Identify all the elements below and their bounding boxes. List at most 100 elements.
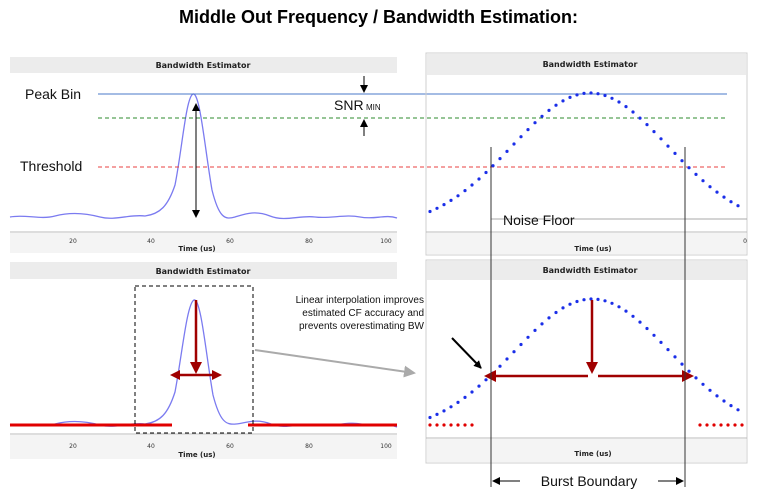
- peak-marker-head: [190, 362, 202, 374]
- spectrum-dot: [729, 404, 733, 408]
- zoom-arrow: [254, 349, 416, 378]
- annotation-line-3: prevents overestimating BW: [299, 321, 425, 332]
- spectrum-dot: [554, 310, 558, 315]
- spectrum-dot: [736, 408, 740, 412]
- spectrum-dot: [624, 105, 628, 109]
- spectrum-dot: [652, 130, 656, 134]
- panel-top-right: Bandwidth Estimator Time (us) 0 Noise Fl…: [425, 52, 748, 256]
- bw-marker-left-head: [170, 370, 180, 380]
- spectrum-dot: [470, 390, 474, 394]
- spectrum-dot: [512, 142, 516, 146]
- spectrum-dot: [435, 412, 439, 416]
- spectrum-dot: [715, 394, 719, 398]
- burst-boundary-label: Burst Boundary: [541, 473, 638, 489]
- spectrum-dot: [547, 316, 551, 320]
- spectrum-dot: [589, 297, 593, 301]
- x-axis-band: [427, 233, 746, 254]
- noise-dot: [726, 423, 730, 427]
- spectrum-dot: [603, 93, 607, 98]
- threshold-label: Threshold: [20, 158, 82, 174]
- noise-dot: [740, 423, 744, 427]
- x-axis-band: [10, 435, 397, 459]
- spectrum-dot: [645, 123, 649, 127]
- spectrum-dot: [582, 91, 586, 95]
- spectrum-dot: [680, 159, 684, 163]
- spectrum-dot: [596, 297, 600, 301]
- tick-label: 100: [380, 443, 392, 450]
- spectrum-dot: [428, 415, 432, 420]
- spectrum-dot: [715, 190, 719, 194]
- x-axis-band: [427, 439, 746, 462]
- spectrum-dot: [687, 166, 691, 170]
- figure-title: Middle Out Frequency / Bandwidth Estimat…: [178, 7, 578, 27]
- tick-label: 100: [380, 238, 392, 245]
- spectrum-dot: [540, 114, 544, 118]
- spectrum-dot: [505, 149, 509, 153]
- spectrum-dot: [631, 314, 635, 318]
- panel-title: Bandwidth Estimator: [543, 60, 638, 69]
- spectrum-dot: [533, 328, 537, 332]
- panel-title: Bandwidth Estimator: [156, 61, 251, 70]
- spectrum-dot: [477, 177, 481, 181]
- spectrum-dots: [428, 297, 740, 420]
- annotation-line-1: Linear interpolation improves: [296, 295, 424, 306]
- panel-top-left: Bandwidth Estimator 20 40 60 80 100 Time…: [9, 57, 727, 253]
- spectrum-dot: [666, 348, 670, 352]
- noise-dot: [705, 423, 709, 427]
- tick-label: 80: [305, 238, 313, 245]
- panel-header: [10, 262, 397, 279]
- zoom-box: [134, 285, 254, 434]
- spectrum-dot: [694, 376, 698, 380]
- panel-title: Bandwidth Estimator: [543, 266, 638, 275]
- spectrum-dot: [652, 333, 656, 337]
- spectrum-dot: [512, 350, 516, 354]
- x-axis-label: Time (us): [574, 245, 611, 253]
- spectrum-dot: [456, 194, 460, 198]
- spectrum-dot: [659, 137, 663, 141]
- spectrum-dot: [484, 378, 488, 382]
- spectrum-dot: [519, 135, 523, 139]
- spectrum-dot: [568, 302, 572, 306]
- spectrum-dot: [589, 91, 593, 95]
- x-axis-label: Time (us): [178, 245, 215, 253]
- bw-marker-right-head: [212, 370, 222, 380]
- spectrum-dot: [729, 200, 733, 204]
- spectrum-dot: [470, 183, 474, 187]
- burst-boundary: Burst Boundary: [490, 147, 686, 489]
- x-axis-label: Time (us): [178, 451, 215, 459]
- tick-label: 0: [743, 238, 747, 245]
- tick-label: 60: [226, 238, 234, 245]
- spectrum-dot: [519, 342, 523, 347]
- spectrum-dot: [666, 144, 670, 148]
- bw-left-head: [484, 370, 496, 382]
- spectrum-dot: [561, 99, 565, 103]
- spectrum-dot: [533, 121, 537, 125]
- spectrum-dot: [449, 405, 453, 409]
- spectrum-dots: [428, 91, 740, 214]
- noise-dot: [456, 423, 460, 427]
- noise-floor-dots-right: [698, 423, 744, 427]
- spectrum-dot: [575, 93, 579, 97]
- spectrum-dot: [659, 340, 663, 344]
- tick-label: 40: [147, 238, 155, 245]
- spectrum-dot: [428, 209, 432, 214]
- spectrum-dot: [617, 100, 621, 104]
- spectrum-dot: [687, 369, 691, 373]
- spectrum-dot: [673, 355, 677, 359]
- spectrum-dot: [456, 400, 460, 404]
- spectrum-dot: [701, 382, 705, 386]
- spectrum-dot: [477, 384, 481, 388]
- panel-bottom-right: Bandwidth Estimator Time (us) Linear int…: [296, 259, 748, 464]
- spectrum-dot: [617, 305, 621, 309]
- panel-header: [427, 54, 746, 75]
- signal-trace: [9, 299, 398, 428]
- spectrum-dot: [631, 110, 635, 114]
- spectrum-dot: [505, 357, 509, 361]
- spectrum-dot: [526, 335, 530, 339]
- noise-dot: [733, 423, 737, 427]
- spectrum-dot: [582, 298, 586, 302]
- tick-label: 40: [147, 443, 155, 450]
- tick-label: 20: [69, 238, 77, 245]
- x-axis-label: Time (us): [574, 450, 611, 458]
